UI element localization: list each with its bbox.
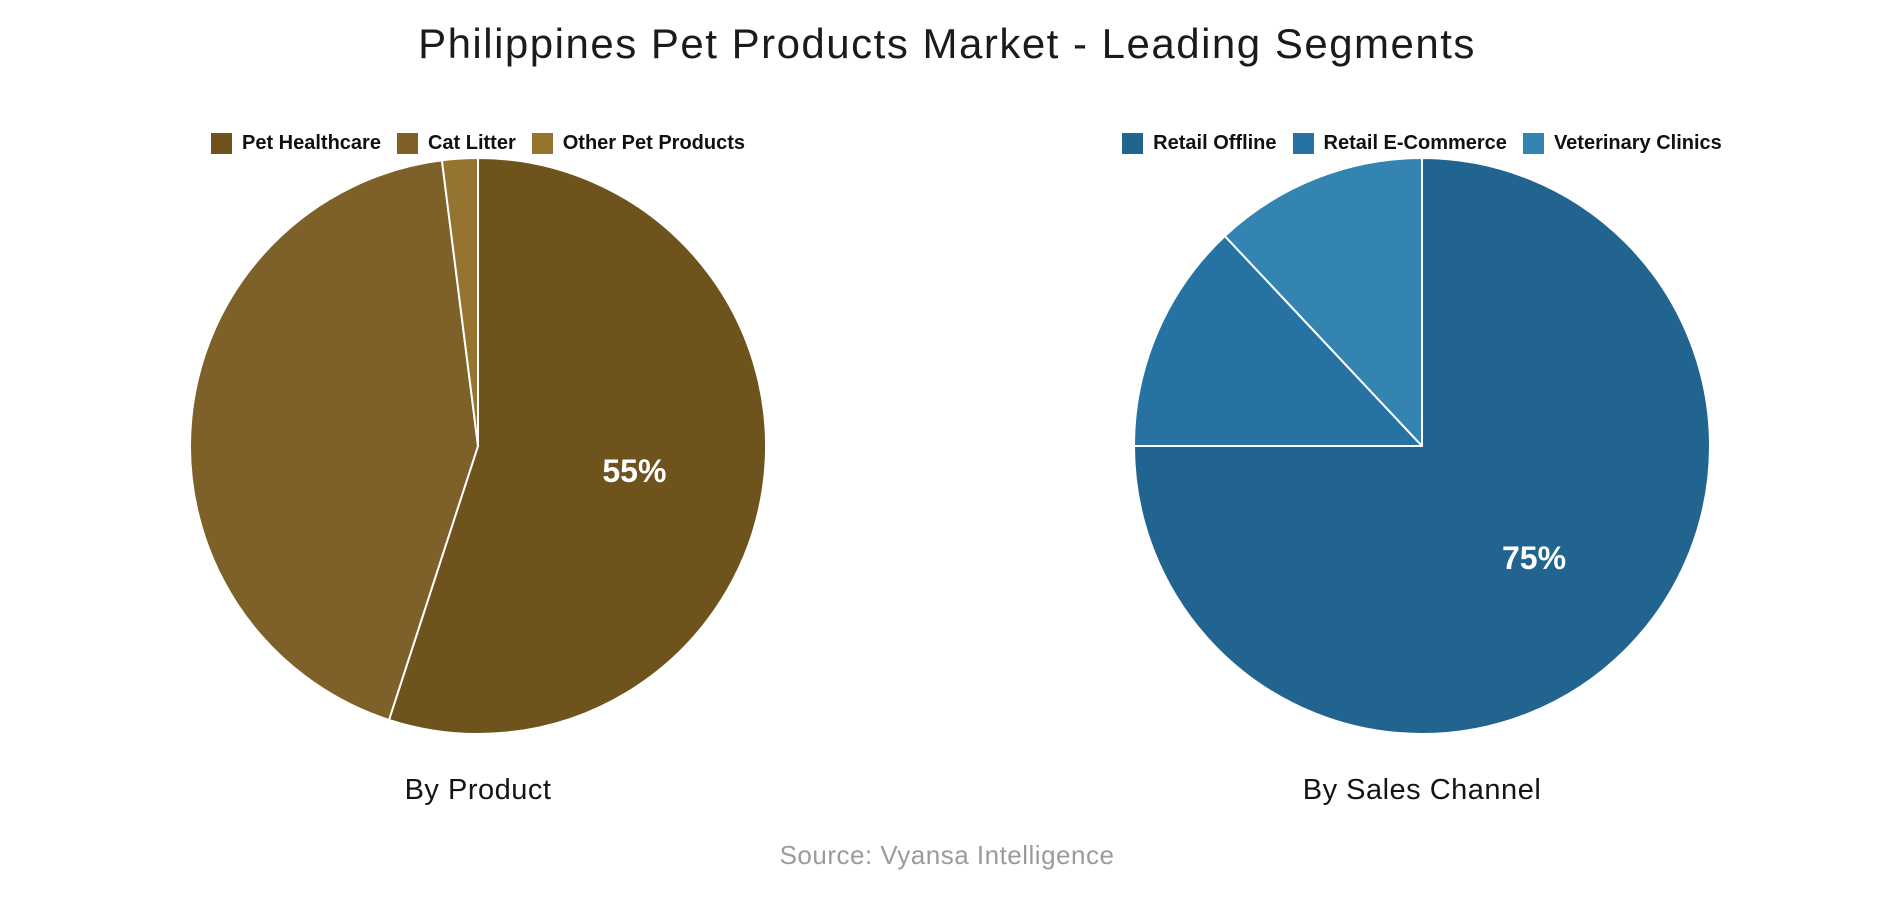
pie-slice-pet-healthcare <box>388 157 767 735</box>
legend-by-product: Pet Healthcare Cat Litter Other Pet Produc… <box>178 132 778 155</box>
caption-by-product: By Product <box>404 774 552 806</box>
legend-swatch-icon <box>396 133 418 154</box>
pie-svg-by-product: 55% <box>189 157 767 735</box>
legend-swatch-icon <box>1292 133 1314 154</box>
pie-slice-other-pet-products <box>440 157 479 447</box>
pie-chart-by-product: 55% <box>178 146 778 746</box>
pie-slice-retail-e-commerce <box>1133 235 1423 447</box>
source-note: Source: Vyansa Intelligence <box>779 840 1115 870</box>
legend-item-retail-offline: Retail Offline <box>1122 132 1277 155</box>
legend-swatch-icon <box>210 133 232 154</box>
pie-chart-by-sales-channel: 75% <box>1122 146 1722 746</box>
page-title: Philippines Pet Products Market - Leadin… <box>418 20 1476 67</box>
pct-label-pet-healthcare: 55% <box>602 453 666 489</box>
legend-swatch-icon <box>1122 133 1144 154</box>
legend-label: Veterinary Clinics <box>1553 132 1722 154</box>
legend-item-veterinary-clinics: Veterinary Clinics <box>1522 132 1722 155</box>
legend-item-other-pet-products: Other Pet Products <box>531 132 746 155</box>
caption-by-sales-channel: By Sales Channel <box>1302 774 1542 806</box>
legend-label: Retail E-Commerce <box>1323 132 1507 154</box>
legend-label: Other Pet Products <box>562 132 746 154</box>
legend-item-pet-healthcare: Pet Healthcare <box>210 132 381 155</box>
legend-swatch-icon <box>1522 133 1544 154</box>
pie-svg-by-sales-channel: 75% <box>1133 157 1711 735</box>
legend-by-sales-channel: Retail Offline Retail E-Commerce Veterinar… <box>1122 132 1722 155</box>
pie-slice-veterinary-clinics <box>1223 157 1423 447</box>
pct-label-retail-offline: 75% <box>1502 540 1566 576</box>
legend-item-cat-litter: Cat Litter <box>396 132 516 155</box>
legend-swatch-icon <box>531 133 553 154</box>
legend-label: Pet Healthcare <box>241 132 381 154</box>
legend-label: Cat Litter <box>427 132 516 154</box>
legend-item-retail-e-commerce: Retail E-Commerce <box>1292 132 1507 155</box>
pie-slice-cat-litter <box>189 159 479 721</box>
legend-label: Retail Offline <box>1153 132 1277 154</box>
